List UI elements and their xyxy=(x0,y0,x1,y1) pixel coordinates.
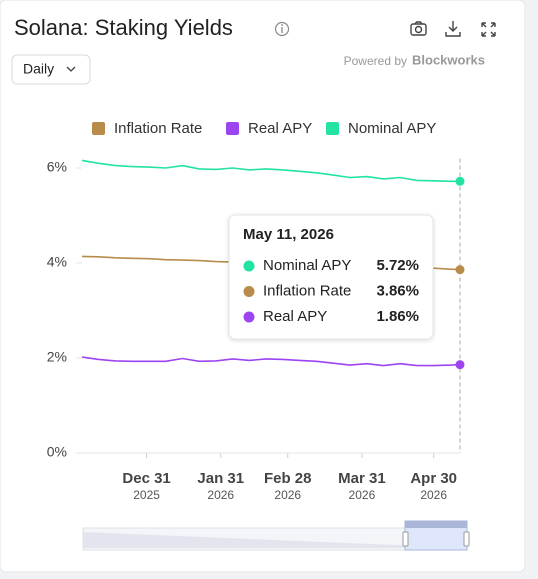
interval-dropdown[interactable]: Daily xyxy=(11,54,91,85)
legend-item[interactable]: Nominal APY xyxy=(326,120,436,137)
x-tick-label: Dec 31 xyxy=(122,470,170,487)
hover-point xyxy=(455,360,465,370)
tooltip-title: May 11, 2026 xyxy=(243,226,334,243)
tooltip-name: Real APY xyxy=(263,308,327,325)
legend-swatch xyxy=(226,122,239,135)
legend-swatch xyxy=(92,122,105,135)
y-tick-label: 0% xyxy=(47,444,67,460)
chart-title: Solana: Staking Yields xyxy=(14,15,233,40)
y-tick-label: 6% xyxy=(47,159,67,175)
series-line xyxy=(81,159,460,183)
expand-icon[interactable] xyxy=(481,22,496,37)
series-line xyxy=(81,356,461,367)
x-tick-label: Apr 30 xyxy=(410,470,457,487)
x-tick-sublabel: 2025 xyxy=(133,488,160,502)
info-icon[interactable] xyxy=(274,21,290,37)
x-tick-label: Feb 28 xyxy=(264,470,312,487)
tooltip-name: Inflation Rate xyxy=(263,282,351,299)
interval-label: Daily xyxy=(23,61,54,77)
credit: Blockworks xyxy=(412,52,485,67)
tooltip-value: 5.72% xyxy=(376,257,419,274)
chevron xyxy=(66,66,76,72)
tooltip-dot xyxy=(243,286,255,297)
hover-point xyxy=(455,265,465,275)
navigator[interactable] xyxy=(82,520,470,551)
x-tick-label: Jan 31 xyxy=(197,470,244,487)
y-tick-label: 2% xyxy=(47,349,67,365)
legend-item[interactable]: Inflation Rate xyxy=(92,120,202,137)
tooltip-name: Nominal APY xyxy=(263,257,351,274)
x-tick-label: Mar 31 xyxy=(338,470,386,487)
legend-label: Inflation Rate xyxy=(114,120,202,137)
x-tick-sublabel: 2026 xyxy=(207,488,234,502)
x-tick-sublabel: 2026 xyxy=(349,488,376,502)
tooltip-box xyxy=(228,214,434,340)
tooltip-value: 1.86% xyxy=(376,308,419,325)
camera-icon[interactable] xyxy=(410,21,427,36)
y-tick-label: 4% xyxy=(47,254,67,270)
tooltip: May 11, 2026 Nominal APY 5.72% Inflation Ra… xyxy=(228,214,434,340)
legend-label: Nominal APY xyxy=(348,120,436,137)
tooltip-value: 3.86% xyxy=(376,282,419,299)
x-tick-sublabel: 2026 xyxy=(420,488,447,502)
x-tick-sublabel: 2026 xyxy=(274,488,301,502)
legend-item[interactable]: Real APY xyxy=(226,120,312,137)
tooltip-dot xyxy=(243,260,255,272)
hover-point xyxy=(455,176,465,186)
credit-prefix: Powered by xyxy=(344,54,407,68)
download-icon[interactable] xyxy=(445,21,461,37)
legend-swatch xyxy=(326,122,339,135)
tooltip-dot xyxy=(243,311,255,323)
legend-label: Real APY xyxy=(248,120,312,137)
